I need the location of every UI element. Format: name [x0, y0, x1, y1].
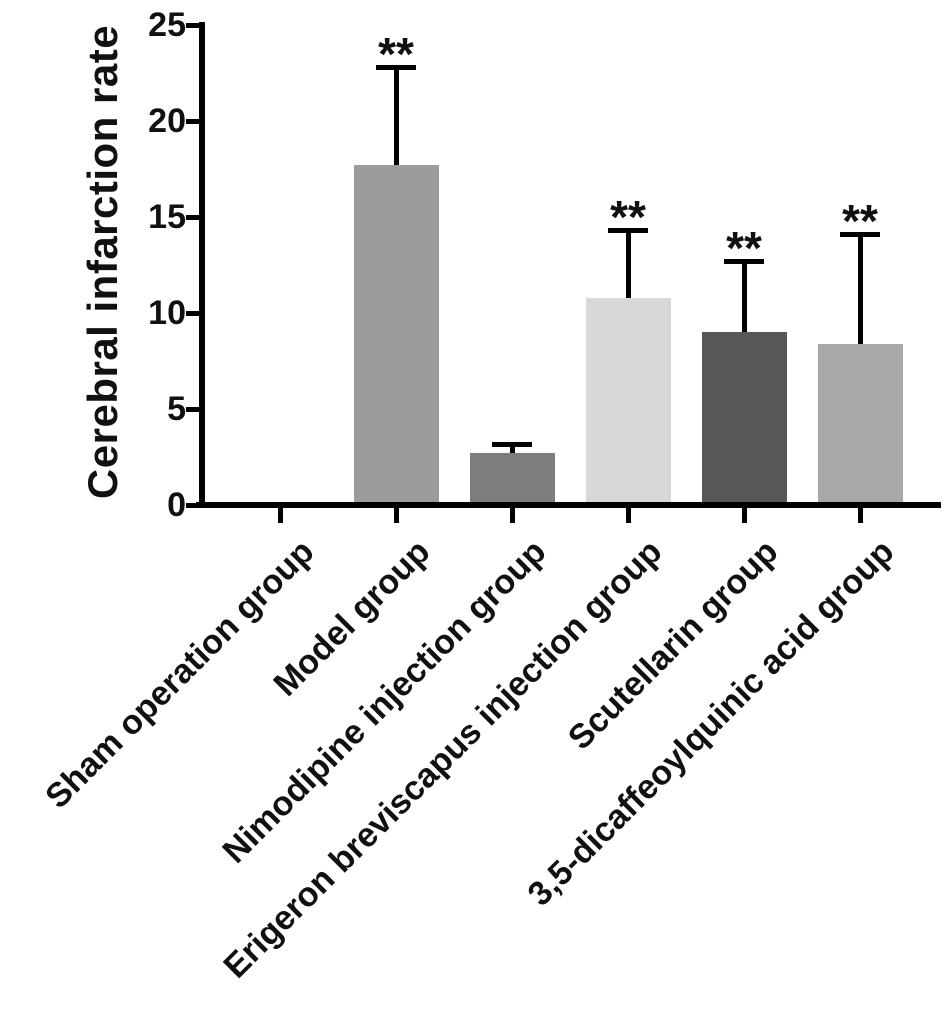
y-axis-line	[199, 22, 205, 508]
x-axis-tick	[394, 508, 399, 523]
significance-stars: **	[842, 195, 878, 248]
error-bar-cap	[608, 228, 648, 234]
x-axis-line	[196, 502, 941, 508]
y-axis-tick	[186, 119, 200, 124]
y-axis-title: Cerebral infarction rate	[79, 24, 126, 500]
y-axis-tick	[186, 407, 200, 412]
y-axis-tick	[186, 503, 200, 508]
bar-3	[469, 453, 555, 508]
significance-stars: **	[378, 28, 414, 81]
y-tick-label: 5	[167, 390, 186, 428]
bar-4	[585, 297, 671, 508]
y-tick-label: 20	[148, 102, 186, 140]
y-tick-label: 10	[148, 294, 186, 332]
error-bar-line	[741, 261, 747, 333]
bar-5	[701, 332, 787, 508]
error-bar-cap	[376, 65, 416, 71]
y-axis-tick	[186, 311, 200, 316]
error-bar-cap	[724, 259, 764, 265]
error-bar-line	[509, 443, 515, 454]
x-axis-tick	[278, 508, 283, 523]
error-bar-line	[857, 234, 863, 344]
significance-stars: **	[726, 222, 762, 275]
bar-2	[353, 165, 439, 508]
error-bar-cap	[492, 441, 532, 447]
y-tick-label: 0	[167, 486, 186, 524]
y-axis-tick	[186, 23, 200, 28]
significance-stars: **	[610, 191, 646, 244]
x-axis-tick	[626, 508, 631, 523]
x-axis-tick	[858, 508, 863, 523]
y-axis-tick	[186, 215, 200, 220]
error-bar-line	[625, 230, 631, 298]
y-tick-label: 15	[148, 198, 186, 236]
error-bar-cap	[840, 232, 880, 238]
bar-6	[817, 343, 903, 508]
x-axis-tick	[510, 508, 515, 523]
error-bar-line	[393, 67, 399, 166]
x-axis-tick	[742, 508, 747, 523]
y-tick-label: 25	[148, 6, 186, 44]
